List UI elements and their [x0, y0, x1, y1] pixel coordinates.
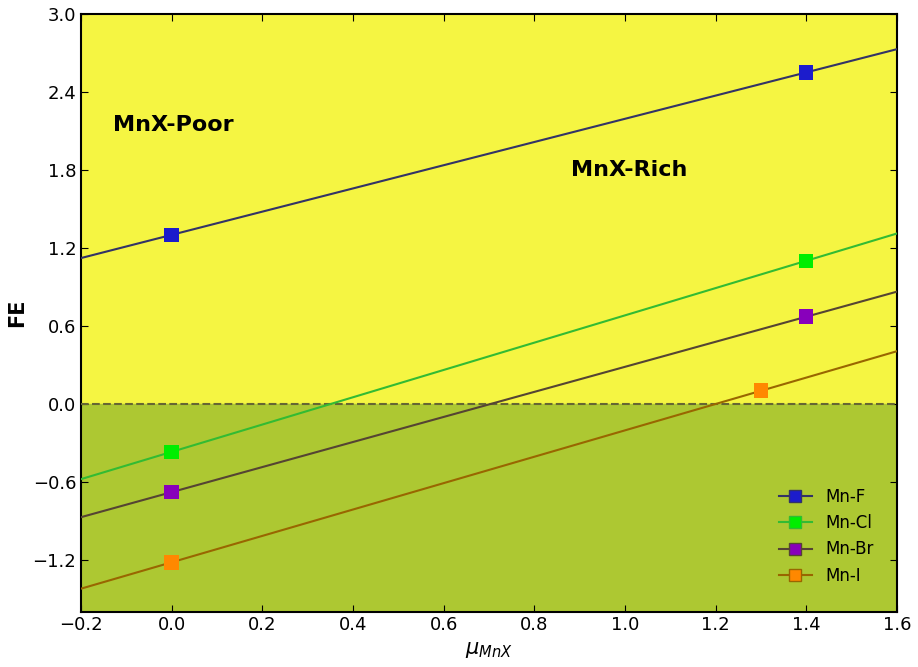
Text: MnX-Rich: MnX-Rich: [570, 160, 687, 180]
Point: [754, 386, 768, 396]
Point: [799, 67, 813, 78]
Point: [164, 446, 179, 457]
Y-axis label: FE: FE: [7, 299, 27, 327]
Legend: Mn-F, Mn-Cl, Mn-Br, Mn-I: Mn-F, Mn-Cl, Mn-Br, Mn-I: [772, 481, 880, 592]
Point: [164, 557, 179, 568]
Point: [164, 229, 179, 240]
Text: MnX-Poor: MnX-Poor: [113, 115, 233, 135]
Point: [799, 311, 813, 322]
Point: [799, 255, 813, 266]
X-axis label: $\mu_{MnX}$: $\mu_{MnX}$: [465, 640, 513, 660]
Point: [164, 487, 179, 498]
